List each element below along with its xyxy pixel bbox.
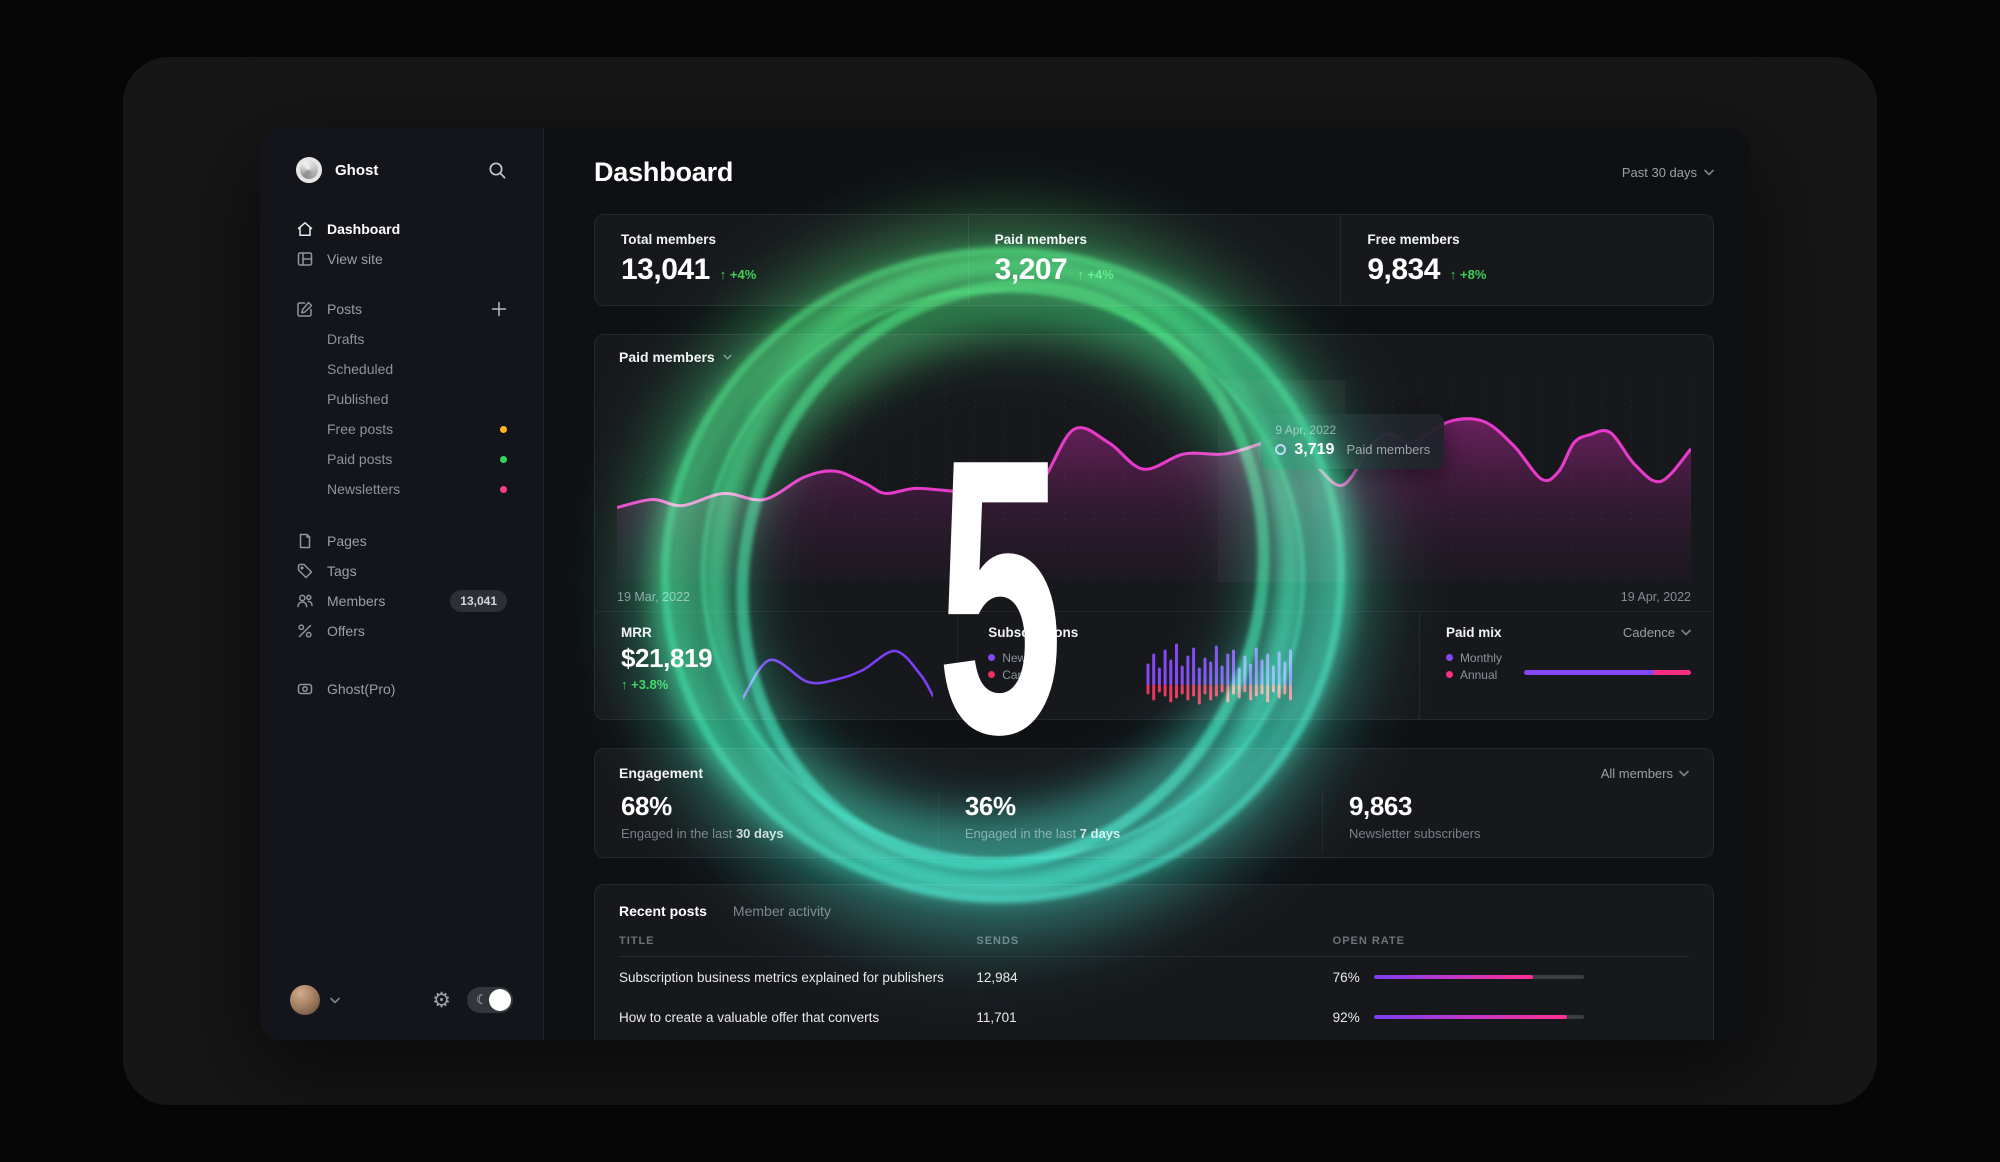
engagement-7-days: 36% Engaged in the last 7 days xyxy=(937,791,1322,853)
sidebar-item-offers[interactable]: Offers xyxy=(260,616,543,646)
mrr-sparkline-chart xyxy=(741,649,935,700)
x-axis-start-label: 19 Mar, 2022 xyxy=(617,589,690,604)
moon-icon: ☾ xyxy=(476,992,488,1008)
sidebar-item-scheduled[interactable]: Scheduled xyxy=(327,361,394,377)
settings-gear-icon[interactable]: ⚙ xyxy=(432,988,451,1012)
chevron-down-icon[interactable] xyxy=(723,354,732,360)
member-stats-card: Total members 13,041 ↑ +4% Paid members … xyxy=(594,214,1714,306)
newsletter-subscribers: 9,863 Newsletter subscribers xyxy=(1321,791,1689,853)
add-post-button[interactable] xyxy=(491,301,507,317)
members-count-badge: 13,041 xyxy=(450,590,507,612)
paid-members-line-chart xyxy=(617,379,1691,583)
column-open-rate: OPEN RATE xyxy=(1332,935,1405,947)
x-axis-end-label: 19 Apr, 2022 xyxy=(1620,589,1691,604)
chevron-down-icon xyxy=(1679,770,1689,776)
delta-badge: ↑ +8% xyxy=(1449,267,1487,282)
stat-paid-members: Paid members 3,207 ↑ +4% xyxy=(967,215,1341,305)
brand-row: Ghost xyxy=(260,152,543,188)
user-avatar[interactable] xyxy=(290,985,320,1015)
sidebar-item-published[interactable]: Published xyxy=(327,391,389,407)
home-icon xyxy=(296,220,314,238)
search-button[interactable] xyxy=(488,155,507,185)
tab-recent-posts[interactable]: Recent posts xyxy=(619,903,707,919)
stat-free-members: Free members 9,834 ↑ +8% xyxy=(1340,215,1713,305)
sidebar: Ghost Dashboard View site Posts xyxy=(260,128,544,1040)
tab-member-activity[interactable]: Member activity xyxy=(732,903,831,919)
toggle-knob xyxy=(489,989,511,1011)
chevron-down-icon xyxy=(1704,169,1714,175)
sidebar-item-paid-posts[interactable]: Paid posts xyxy=(260,444,543,474)
paid-mix-metric: Paid mix Cadence Monthly Annual xyxy=(1418,612,1713,719)
engagement-30-days: 68% Engaged in the last 30 days xyxy=(621,791,784,841)
plus-icon xyxy=(491,301,507,317)
table-row[interactable]: How to create a valuable offer that conv… xyxy=(619,997,1689,1037)
chart-tooltip: 9 Apr, 2022 3,719 Paid members xyxy=(1261,413,1445,469)
stat-total-members: Total members 13,041 ↑ +4% xyxy=(621,232,757,286)
sidebar-item-view-site[interactable]: View site xyxy=(260,244,543,274)
tag-icon xyxy=(296,562,314,580)
view-site-icon xyxy=(296,250,314,268)
table-row[interactable]: Subscription business metrics explained … xyxy=(619,957,1689,997)
card-icon xyxy=(296,680,314,698)
sidebar-item-newsletters[interactable]: Newsletters xyxy=(260,474,543,504)
mrr-metric: MRR $21,819 ↑ +3.8% xyxy=(595,612,957,719)
sidebar-footer: ⚙ ☾ xyxy=(260,982,543,1018)
annual-dot xyxy=(1445,671,1453,678)
chart-title: Paid members xyxy=(619,349,715,366)
new-dot xyxy=(988,654,996,661)
engagement-card: Engagement All members 68% Engaged in th… xyxy=(594,748,1714,858)
page-icon xyxy=(296,532,314,550)
sidebar-item-members[interactable]: Members 13,041 xyxy=(260,586,543,616)
sidebar-item-ghost-pro[interactable]: Ghost(Pro) xyxy=(260,674,543,704)
open-rate-bar xyxy=(1373,974,1584,980)
percent-icon xyxy=(296,622,314,640)
newsletters-dot xyxy=(500,485,507,493)
delta-badge: ↑ +4% xyxy=(1077,267,1114,282)
open-rate-bar xyxy=(1373,1014,1584,1020)
sidebar-item-drafts[interactable]: Drafts xyxy=(327,331,365,347)
search-icon xyxy=(489,161,506,178)
paid-mix-bar-chart xyxy=(1523,670,1691,675)
subscriptions-metric: Subscriptions New Canceled xyxy=(957,612,1419,719)
sidebar-item-pages[interactable]: Pages xyxy=(260,526,543,556)
free-posts-dot xyxy=(500,425,507,433)
sidebar-item-dashboard[interactable]: Dashboard xyxy=(260,214,543,244)
sidebar-item-tags[interactable]: Tags xyxy=(260,556,543,586)
cadence-selector[interactable]: Cadence xyxy=(1623,625,1691,640)
edit-icon xyxy=(296,300,314,318)
sidebar-item-posts[interactable]: Posts xyxy=(260,294,543,324)
delta-badge: ↑ +4% xyxy=(719,267,757,282)
sidebar-item-free-posts[interactable]: Free posts xyxy=(260,414,543,444)
paid-posts-dot xyxy=(500,455,507,463)
recent-posts-card: Recent posts Member activity TITLE SENDS… xyxy=(594,884,1714,1040)
main-content: Dashboard Past 30 days Total members 13,… xyxy=(544,128,1750,1040)
chevron-down-icon[interactable] xyxy=(330,997,340,1004)
paid-members-chart[interactable]: 9 Apr, 2022 3,719 Paid members xyxy=(617,379,1691,583)
canceled-dot xyxy=(988,671,996,678)
column-sends: SENDS xyxy=(976,935,1020,947)
dark-mode-toggle[interactable]: ☾ xyxy=(467,987,513,1013)
chevron-down-icon xyxy=(1681,629,1691,636)
subscriptions-bar-chart xyxy=(1146,643,1292,705)
members-icon xyxy=(296,592,314,610)
brand-name: Ghost xyxy=(335,161,379,179)
ghost-logo xyxy=(296,157,322,183)
date-range-selector[interactable]: Past 30 days xyxy=(1622,165,1714,180)
monthly-dot xyxy=(1445,654,1453,661)
paid-members-chart-card: Paid members 9 Apr, 2022 3,719 Paid memb… xyxy=(594,334,1714,720)
page-title: Dashboard xyxy=(594,156,734,187)
audience-selector[interactable]: All members xyxy=(1601,766,1689,781)
ghost-admin-window: Ghost Dashboard View site Posts xyxy=(260,128,1750,1040)
series-marker-icon xyxy=(1275,444,1287,456)
column-title: TITLE xyxy=(619,935,655,947)
